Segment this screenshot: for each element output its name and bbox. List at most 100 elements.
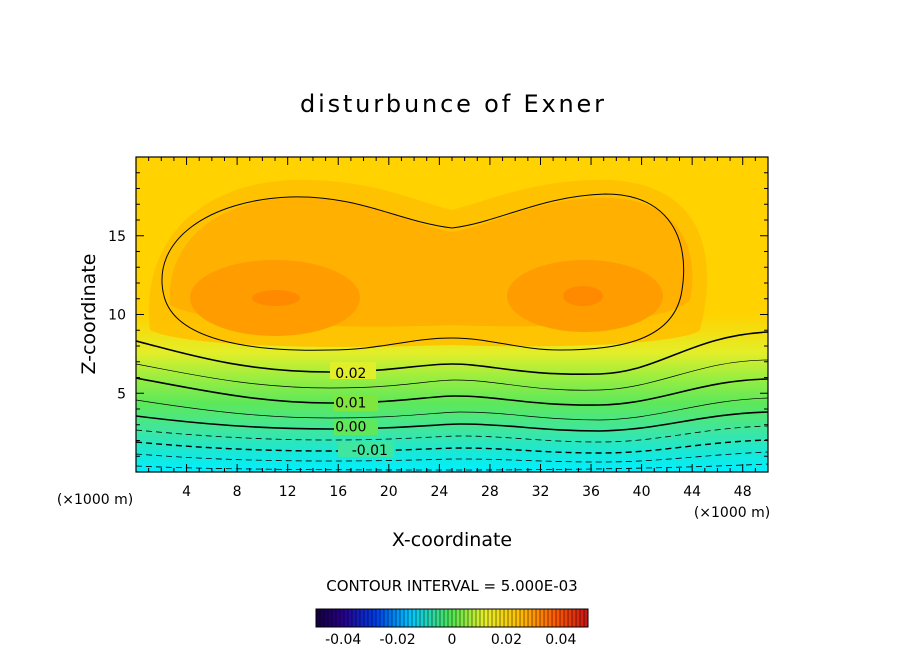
- contour-label: 0.01: [335, 396, 366, 412]
- contour-interval-text: CONTOUR INTERVAL = 5.000E-03: [326, 577, 577, 595]
- contour-0.01: [136, 377, 768, 406]
- colorbar-swatch: [372, 609, 377, 627]
- colorbar-swatch: [496, 609, 501, 627]
- x-tick-label: 16: [329, 484, 347, 500]
- label-bg-0.01: [334, 395, 378, 411]
- colorbar-swatch: [464, 609, 469, 627]
- colorbar-swatch: [388, 609, 393, 627]
- x-tick-label: 40: [633, 484, 651, 500]
- contour-0.00: [136, 411, 768, 432]
- colorbar-swatch: [476, 609, 481, 627]
- colorbar-swatch: [460, 609, 465, 627]
- contour-neg-0.015: [136, 451, 768, 463]
- contour-neg-0.005: [136, 425, 768, 443]
- colorbar-swatch: [356, 609, 361, 627]
- colorbar-swatch: [564, 609, 569, 627]
- x-tick-label: 4: [182, 484, 191, 500]
- colorbar-swatch: [368, 609, 373, 627]
- x-tick-label: 32: [532, 484, 550, 500]
- colorbar-swatch: [408, 609, 413, 627]
- colorbar-swatch: [480, 609, 485, 627]
- colorbar-swatch: [392, 609, 397, 627]
- contour-label: 0.02: [335, 366, 366, 382]
- y-axis-label: Z-coordinate: [78, 254, 100, 375]
- x-unit-label: (×1000 m): [694, 505, 770, 521]
- colorbar-swatch: [448, 609, 453, 627]
- colorbar-swatch: [536, 609, 541, 627]
- colorbar-swatch: [340, 609, 345, 627]
- colorbar-swatch: [360, 609, 365, 627]
- label-bg-neg-0.01: [338, 441, 394, 457]
- contour-label: -0.01: [352, 443, 388, 459]
- colorbar-swatch: [456, 609, 461, 627]
- colorbar-swatch: [584, 609, 589, 627]
- colorbar-swatch: [528, 609, 533, 627]
- colorbar-swatch: [548, 609, 553, 627]
- x-tick-label: 44: [683, 484, 701, 500]
- contour-neg-0.01: [136, 439, 768, 454]
- x-tick-label: 36: [582, 484, 600, 500]
- colorbar-swatch: [436, 609, 441, 627]
- x-axis-label: X-coordinate: [392, 529, 512, 551]
- colorbar-swatch: [352, 609, 357, 627]
- colorbar-swatch: [336, 609, 341, 627]
- colorbar-swatch: [420, 609, 425, 627]
- colorbar-swatch: [472, 609, 477, 627]
- x-tick-label: 28: [481, 484, 499, 500]
- label-bg-0.00: [334, 419, 378, 435]
- colorbar: -0.04 -0.02 0 0.02 0.04: [315, 608, 589, 648]
- colorbar-swatch: [524, 609, 529, 627]
- colorbar-swatch: [552, 609, 557, 627]
- colorbar-swatch: [544, 609, 549, 627]
- contour-closed-high: [161, 193, 685, 351]
- colorbar-tick-label: 0.04: [545, 632, 576, 648]
- colorbar-swatch: [416, 609, 421, 627]
- colorbar-swatch: [344, 609, 349, 627]
- x-tick-label: 48: [734, 484, 752, 500]
- colorbar-swatch: [492, 609, 497, 627]
- colorbar-swatch: [404, 609, 409, 627]
- colorbar-swatch: [320, 609, 325, 627]
- colorbar-swatch: [468, 609, 473, 627]
- colorbar-tick-label: -0.02: [379, 632, 415, 648]
- colorbar-swatch: [332, 609, 337, 627]
- colorbar-swatch: [532, 609, 537, 627]
- colorbar-swatch: [376, 609, 381, 627]
- colorbar-swatch: [328, 609, 333, 627]
- colorbar-swatch: [424, 609, 429, 627]
- colorbar-swatch: [432, 609, 437, 627]
- contour-lines: [136, 193, 768, 471]
- colorbar-swatch: [380, 609, 385, 627]
- colorbar-swatch: [540, 609, 545, 627]
- label-bg-0.02: [330, 362, 376, 379]
- max-core-west: [252, 290, 300, 306]
- y-tick-label: 10: [108, 308, 126, 324]
- contour-0.005: [136, 397, 768, 421]
- colorbar-swatch: [384, 609, 389, 627]
- x-tick-label: 12: [279, 484, 297, 500]
- colorbar-swatch: [348, 609, 353, 627]
- x-tick-label: 20: [380, 484, 398, 500]
- colorbar-swatch: [444, 609, 449, 627]
- colorbar-swatch: [400, 609, 405, 627]
- colorbar-swatch: [576, 609, 581, 627]
- colorbar-tick-label: 0.02: [491, 632, 522, 648]
- contour-neg-0.02: [136, 463, 768, 471]
- colorbar-swatch: [520, 609, 525, 627]
- contour-0.015: [136, 359, 768, 391]
- colorbar-swatch: [316, 609, 321, 627]
- colorbar-swatch: [572, 609, 577, 627]
- colorbar-swatch: [396, 609, 401, 627]
- y-unit-label: (×1000 m): [57, 492, 133, 508]
- colorbar-swatch: [428, 609, 433, 627]
- y-tick-label: 5: [117, 386, 126, 402]
- colorbar-tick-label: 0: [448, 632, 457, 648]
- x-tick-label: 8: [233, 484, 242, 500]
- colorbar-swatch: [488, 609, 493, 627]
- colorbar-swatch: [568, 609, 573, 627]
- colorbar-swatch: [560, 609, 565, 627]
- colorbar-swatch: [512, 609, 517, 627]
- colorbar-swatch: [556, 609, 561, 627]
